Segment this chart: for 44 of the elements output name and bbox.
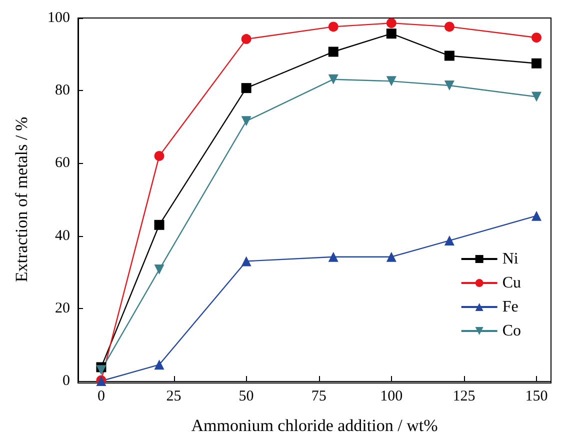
x-tick-label: 150 [525,388,548,404]
legend-label: Ni [502,250,519,268]
legend-label: Cu [502,274,521,292]
point [531,210,542,221]
point [241,83,252,94]
y-tick-label: 100 [48,10,70,26]
point [444,22,454,32]
y-tick-label: 0 [62,373,70,389]
y-tick-label: 60 [55,155,70,172]
x-tick-label: 0 [97,388,105,404]
x-tick-label: 75 [311,388,326,404]
point [154,360,164,370]
x-tick-label: 25 [166,388,182,404]
x-tick-label: 125 [452,388,476,404]
point [444,236,454,246]
x-tick-label: 50 [238,388,254,404]
point [444,80,454,91]
point [241,34,252,44]
point [96,365,106,376]
point [154,220,164,230]
x-tick-label: 100 [380,388,403,404]
point [386,18,396,28]
y-tick-label: 40 [55,228,70,244]
legend-label: Co [502,322,521,340]
point [328,46,338,57]
y-axis-title: Extraction of metals / % [12,116,31,282]
point [386,252,396,262]
y-tick-label: 20 [55,300,70,316]
point [531,92,542,102]
point [328,74,338,84]
x-axis-title: Ammonium chloride addition / wt% [191,416,438,435]
point [154,150,164,161]
point [241,116,252,126]
point [531,58,542,68]
legend-label: Fe [502,298,518,316]
point [241,256,252,266]
point [328,22,338,32]
point [386,76,396,86]
point [154,264,164,275]
y-tick-label: 80 [55,82,70,99]
point [532,32,542,43]
point [444,50,454,61]
point [386,28,396,39]
point [328,252,338,262]
